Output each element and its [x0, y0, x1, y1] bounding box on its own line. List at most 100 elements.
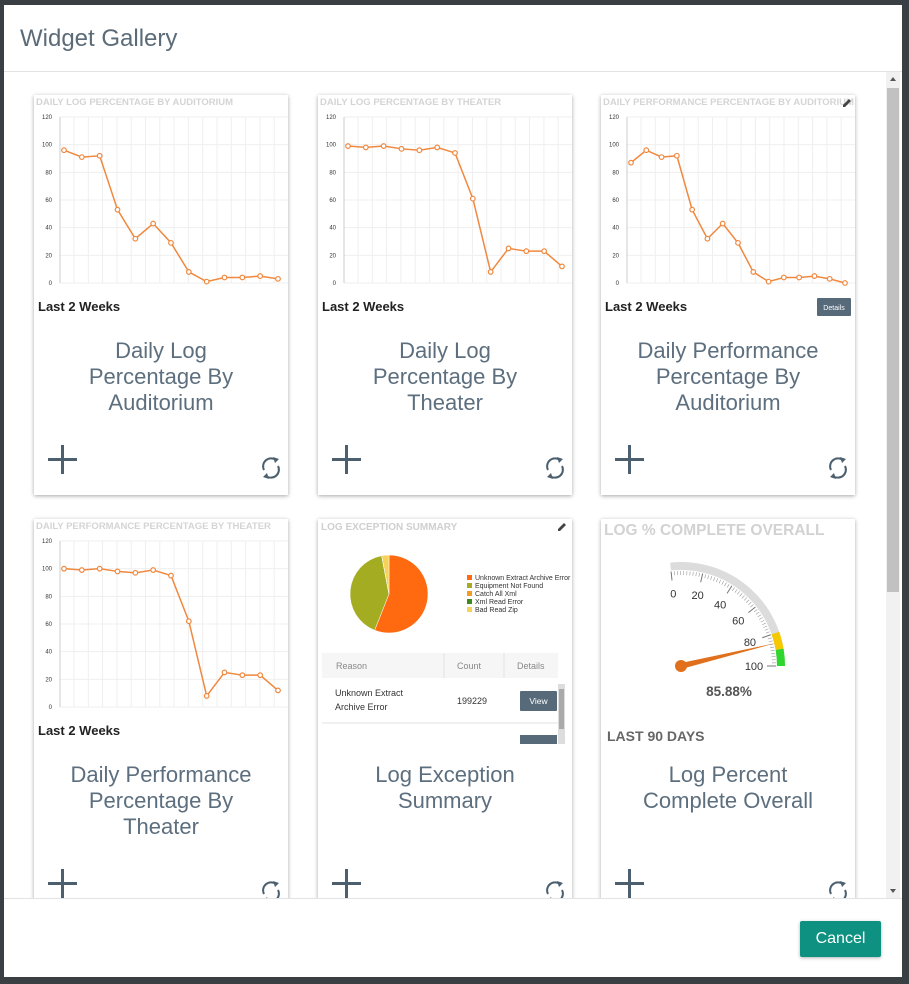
minor-tick: [770, 649, 775, 652]
y-tick-label: 40: [45, 226, 52, 232]
minor-tick: [718, 579, 722, 584]
major-tick: [700, 573, 704, 583]
minor-tick: [695, 572, 697, 577]
y-tick-label: 120: [609, 115, 620, 121]
point: [735, 239, 741, 246]
preview-footer: Last 2 Weeks: [38, 723, 120, 738]
point: [842, 280, 848, 286]
minor-tick: [746, 599, 750, 603]
preview-footer: Last 2 Weeks: [605, 299, 687, 314]
widget-name: Daily Performance Percentage By Auditori…: [637, 338, 819, 415]
scrollbar[interactable]: [886, 72, 900, 898]
edit-icon[interactable]: [843, 99, 851, 107]
refresh-arrow: [550, 881, 563, 898]
point: [150, 567, 157, 573]
add-icon[interactable]: [48, 445, 77, 474]
divider: [4, 898, 902, 899]
point: [221, 274, 228, 281]
minor-tick: [698, 572, 700, 577]
point: [689, 206, 696, 213]
point: [150, 220, 157, 227]
y-tick-label: 40: [45, 650, 52, 656]
dialog-title: Widget Gallery: [20, 25, 178, 52]
table-scroll-thumb: [559, 689, 564, 729]
y-tick-label: 100: [42, 567, 53, 573]
minor-tick: [741, 595, 745, 599]
column-header: Details: [517, 661, 545, 671]
point: [780, 274, 787, 281]
point: [61, 147, 67, 154]
widget-name-wrap: Log Exception Summary: [318, 762, 572, 814]
point: [168, 239, 174, 246]
minor-tick: [763, 625, 768, 628]
gauge-band: [775, 648, 785, 667]
minor-tick: [732, 587, 735, 592]
widget-card: LOG EXCEPTION SUMMARY Unknown Extract Arc…: [318, 519, 572, 898]
cancel-button[interactable]: Cancel: [800, 921, 881, 957]
point: [275, 275, 281, 282]
point: [628, 159, 634, 166]
edit-icon[interactable]: [558, 523, 566, 531]
refresh-arrow: [547, 457, 563, 479]
widget-name-wrap: Daily Log Percentage By Auditorium: [34, 338, 288, 416]
minor-tick: [771, 653, 776, 655]
point: [487, 269, 494, 275]
y-tick-label: 120: [42, 115, 53, 121]
point: [132, 569, 139, 576]
pie-slice: [381, 554, 390, 595]
legend-swatch: [467, 583, 472, 588]
preview-title: DAILY LOG PERCENTAGE BY AUDITORIUM: [36, 97, 233, 108]
y-tick-label: 80: [612, 170, 619, 176]
y-tick-label: 100: [609, 143, 620, 149]
point: [61, 565, 67, 572]
y-tick-label: 60: [329, 198, 336, 204]
point: [765, 278, 772, 285]
add-icon[interactable]: [332, 869, 361, 898]
add-icon[interactable]: [332, 445, 361, 474]
legend-label: Xml Read Error: [475, 599, 524, 606]
details-button[interactable]: [817, 298, 851, 316]
widget-card: DAILY PERFORMANCE PERCENTAGE BY AUDITORI…: [601, 95, 855, 495]
preview-title: LOG EXCEPTION SUMMARY: [321, 522, 458, 533]
preview-title: DAILY PERFORMANCE PERCENTAGE BY AUDITORI…: [603, 97, 854, 108]
add-icon[interactable]: [615, 445, 644, 474]
widget-preview: DAILY PERFORMANCE PERCENTAGE BY THEATER 0…: [36, 521, 288, 738]
y-tick-label: 20: [612, 253, 619, 259]
needle-hub: [675, 660, 687, 672]
point: [523, 248, 530, 255]
pie-slice: [349, 555, 390, 631]
column-header: Reason: [336, 661, 367, 671]
preview-footer: LAST 90 DAYS: [607, 728, 705, 744]
widget-name-wrap: Daily Performance Percentage By Auditori…: [601, 338, 855, 416]
point: [78, 567, 85, 573]
scroll-thumb[interactable]: [887, 88, 899, 592]
details-button-label[interactable]: Details: [823, 305, 845, 312]
add-icon[interactable]: [48, 869, 77, 898]
minor-tick: [760, 619, 765, 623]
y-tick-label: 20: [45, 677, 52, 683]
minor-tick: [721, 580, 724, 585]
legend-swatch: [467, 599, 472, 604]
minor-tick: [764, 628, 769, 631]
y-tick-label: 120: [42, 539, 53, 545]
add-icon[interactable]: [615, 869, 644, 898]
point: [185, 269, 192, 275]
minor-tick: [692, 571, 694, 576]
point: [719, 220, 726, 227]
minor-tick: [768, 640, 773, 643]
gauge-tick-label: 40: [714, 599, 726, 611]
gauge-tick-label: 80: [744, 637, 756, 649]
view-button[interactable]: [520, 691, 557, 711]
gauge-tick-label: 100: [745, 661, 763, 673]
y-tick-label: 40: [612, 226, 619, 232]
major-tick: [762, 634, 771, 639]
minor-tick: [707, 575, 710, 580]
card-actions: [48, 445, 280, 479]
point: [185, 618, 192, 625]
view-button[interactable]: [520, 735, 557, 744]
view-button-label[interactable]: View: [529, 696, 548, 706]
widget-card: LOG % COMPLETE OVERALL 0 20 40 60 80 100 85.88%…: [601, 519, 855, 898]
major-tick: [748, 606, 756, 613]
